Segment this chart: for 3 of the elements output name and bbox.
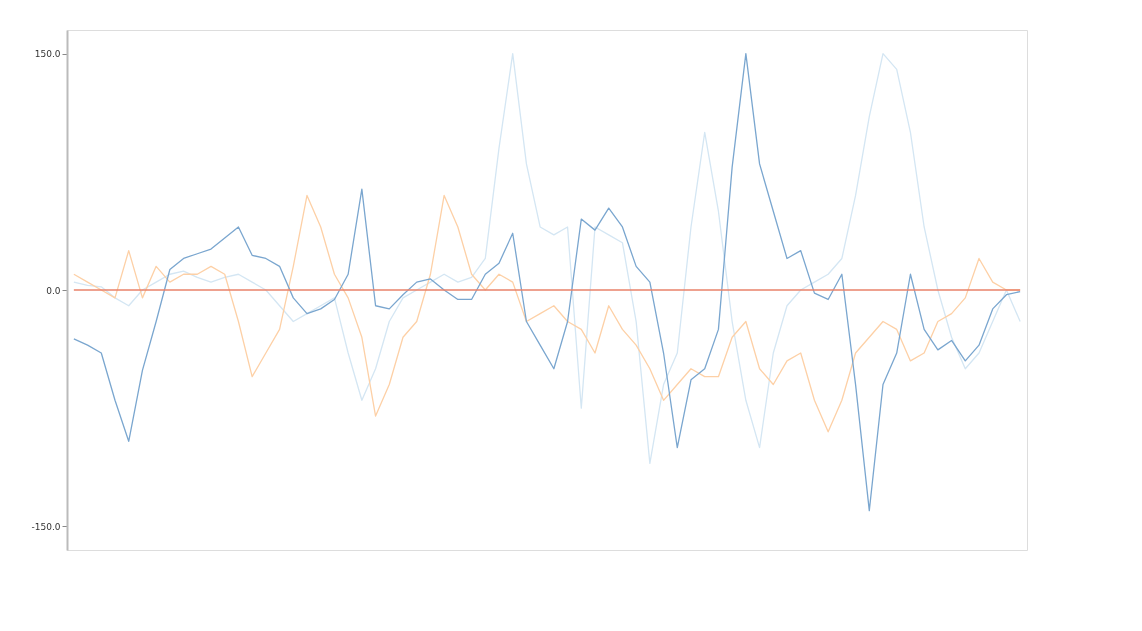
y-tick-label: 150.0	[34, 49, 61, 60]
y-tick-label: -150.0	[31, 521, 61, 532]
y-tick-label: 0.0	[46, 285, 61, 296]
